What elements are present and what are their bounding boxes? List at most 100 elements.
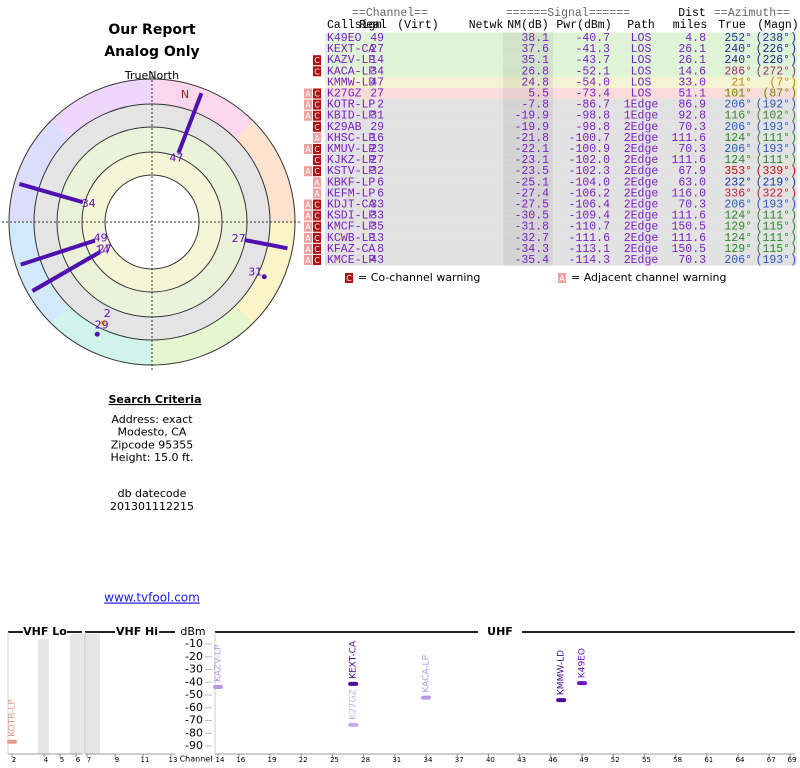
band-title: VHF Lo — [23, 625, 67, 638]
warn-letter: A — [305, 90, 311, 99]
cell: -7.8 — [521, 99, 549, 112]
cell: (111°) — [756, 132, 797, 145]
station-label: 34 — [82, 197, 96, 210]
x-tick-label: 67 — [767, 756, 776, 764]
band-title: UHF — [487, 625, 513, 638]
db-value: 201301112215 — [110, 500, 194, 513]
cell: 2Edge — [624, 121, 659, 134]
cell: 4.8 — [685, 32, 706, 45]
cell: KSDI-LP — [327, 210, 375, 223]
warn-letter: A — [305, 167, 311, 176]
cell: (339°) — [756, 165, 797, 178]
cell: 13 — [370, 232, 384, 245]
group-header: ==Channel== — [352, 7, 428, 20]
cell: -102.3 — [569, 165, 611, 178]
cell: 33.0 — [678, 76, 706, 89]
cell: KMCF-LP — [327, 221, 375, 234]
cell: -27.4 — [514, 187, 549, 200]
cell: 29 — [370, 121, 384, 134]
x-tick-label: 55 — [642, 756, 651, 764]
cell: 116.0 — [671, 187, 706, 200]
cell: LOS — [631, 65, 652, 78]
cell: 6 — [377, 187, 384, 200]
cell: LOS — [631, 88, 652, 101]
cell: (111°) — [756, 210, 797, 223]
x-tick-label: 34 — [424, 756, 433, 764]
nm-shade — [503, 99, 553, 111]
cell: -106.2 — [569, 187, 611, 200]
x-tick-label: 19 — [268, 756, 277, 764]
criteria-line: Height: 15.0 ft. — [110, 451, 193, 464]
criteria-line: Zipcode 95355 — [111, 438, 194, 451]
cell: -30.5 — [514, 210, 549, 223]
station-label: 27 — [98, 242, 112, 255]
warn-icon — [313, 199, 321, 210]
nm-shade — [503, 199, 553, 211]
station-ray — [244, 238, 288, 251]
x-tick-label: 31 — [392, 756, 401, 764]
warn-letter: A — [305, 145, 311, 154]
criteria-line: Modesto, CA — [118, 426, 187, 439]
warn-icon — [304, 243, 312, 254]
cell: -52.1 — [575, 65, 610, 78]
station-label: 47 — [169, 152, 183, 165]
cell: (238°) — [756, 32, 797, 45]
cell: -19.9 — [514, 121, 549, 134]
station-dot — [94, 331, 100, 337]
station-name: K49EO — [578, 648, 588, 678]
station-bar — [577, 681, 587, 686]
cell: -100.9 — [569, 143, 611, 156]
cell: 23 — [370, 143, 384, 156]
cell: (7°) — [769, 76, 797, 89]
station-name: KEXT-CA — [349, 640, 359, 679]
cell: 70.3 — [678, 199, 706, 212]
cell: 2Edge — [624, 154, 659, 167]
cell: 2Edge — [624, 232, 659, 245]
station-bar — [7, 739, 17, 744]
warn-icon — [313, 99, 321, 110]
cell: 31 — [370, 110, 384, 123]
warn-letter: C — [314, 56, 320, 65]
x-tick-label: 61 — [704, 756, 713, 764]
cell: LOS — [631, 76, 652, 89]
warn-icon — [313, 110, 321, 121]
cell: -100.7 — [569, 132, 610, 145]
cell: 35.1 — [521, 54, 549, 67]
cell: LOS — [631, 54, 652, 67]
link[interactable]: www.tvfool.com — [104, 591, 200, 605]
cell: KEXT-CA — [327, 43, 375, 56]
cell: 206° — [724, 143, 752, 156]
column-header: Callsign — [327, 19, 382, 32]
nm-shade — [503, 88, 553, 100]
nm-shade — [503, 32, 553, 44]
cell: 33 — [370, 199, 384, 212]
station-bar — [348, 722, 359, 727]
station-dot — [261, 274, 267, 280]
row-bg — [325, 187, 797, 199]
cell: -22.1 — [514, 143, 549, 156]
warn-icon — [313, 166, 321, 177]
warn-letter: C — [314, 234, 320, 243]
panel-title-bg — [115, 625, 159, 639]
x-tick-label: 13 — [169, 756, 178, 764]
cell: 6 — [377, 176, 384, 189]
cell: 124° — [724, 132, 752, 145]
cell: -86.7 — [575, 99, 610, 112]
nm-shade — [503, 143, 553, 155]
warn-letter: A — [314, 178, 320, 187]
group-header: Dist — [678, 7, 706, 20]
cell: K27GZ — [327, 88, 362, 101]
cell: 49 — [370, 32, 384, 45]
cell: 1Edge — [624, 110, 659, 123]
cell: 2 — [377, 99, 384, 112]
warn-letter: C — [314, 245, 320, 254]
cell: -34.3 — [514, 243, 549, 256]
compass-label: TrueNorth — [124, 69, 179, 82]
x-tick-label: 69 — [788, 756, 797, 764]
cell: -113.1 — [569, 243, 611, 256]
cell: 27 — [370, 43, 384, 56]
cell: 70.3 — [678, 254, 706, 267]
cell: KJKZ-LP — [327, 154, 375, 167]
warn-icon — [313, 55, 321, 66]
